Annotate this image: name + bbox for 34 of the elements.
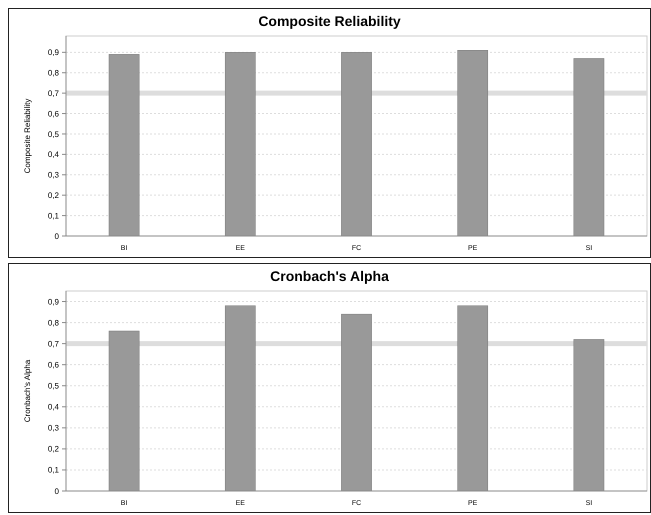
y-tick-label: 0,5 [48, 130, 60, 139]
bar [224, 305, 256, 492]
y-tick-label: 0,9 [48, 297, 60, 306]
y-tick-label: 0,1 [48, 211, 60, 220]
y-tick-label: 0,3 [48, 170, 60, 180]
y-tick-label: 0,6 [48, 360, 60, 370]
y-tick-label: 0,4 [48, 150, 60, 160]
bar [457, 50, 488, 236]
y-tick-label: 0 [54, 486, 60, 496]
y-tick-label: 0,8 [48, 318, 60, 328]
y-tick-label: 0,6 [48, 109, 60, 118]
y-tick-label: 0,4 [48, 402, 60, 412]
y-tick-label: 0,2 [48, 444, 60, 454]
bar [341, 52, 372, 236]
bar [457, 305, 488, 492]
y-tick-label: 0,2 [48, 190, 60, 200]
y-tick-label: 0,8 [48, 68, 60, 78]
y-tick-label: 0,9 [48, 48, 60, 58]
y-axis-title: Cronbach's Alpha [23, 359, 32, 422]
bar [224, 52, 256, 236]
bar [108, 54, 140, 236]
y-tick-label: 0,7 [48, 339, 60, 348]
bar [574, 58, 604, 236]
y-tick-label: 0,3 [48, 424, 60, 433]
y-tick-label: 0,1 [48, 466, 60, 475]
bar [341, 314, 372, 492]
chart-title: Composite Reliability [258, 13, 401, 29]
bar [574, 339, 604, 492]
chart-title: Cronbach's Alpha [270, 268, 390, 284]
y-tick-label: 0 [54, 232, 60, 241]
y-tick-label: 0,5 [48, 382, 60, 391]
y-axis-title: Composite Reliability [23, 98, 32, 174]
y-tick-label: 0,7 [48, 88, 60, 98]
bar [108, 330, 140, 492]
